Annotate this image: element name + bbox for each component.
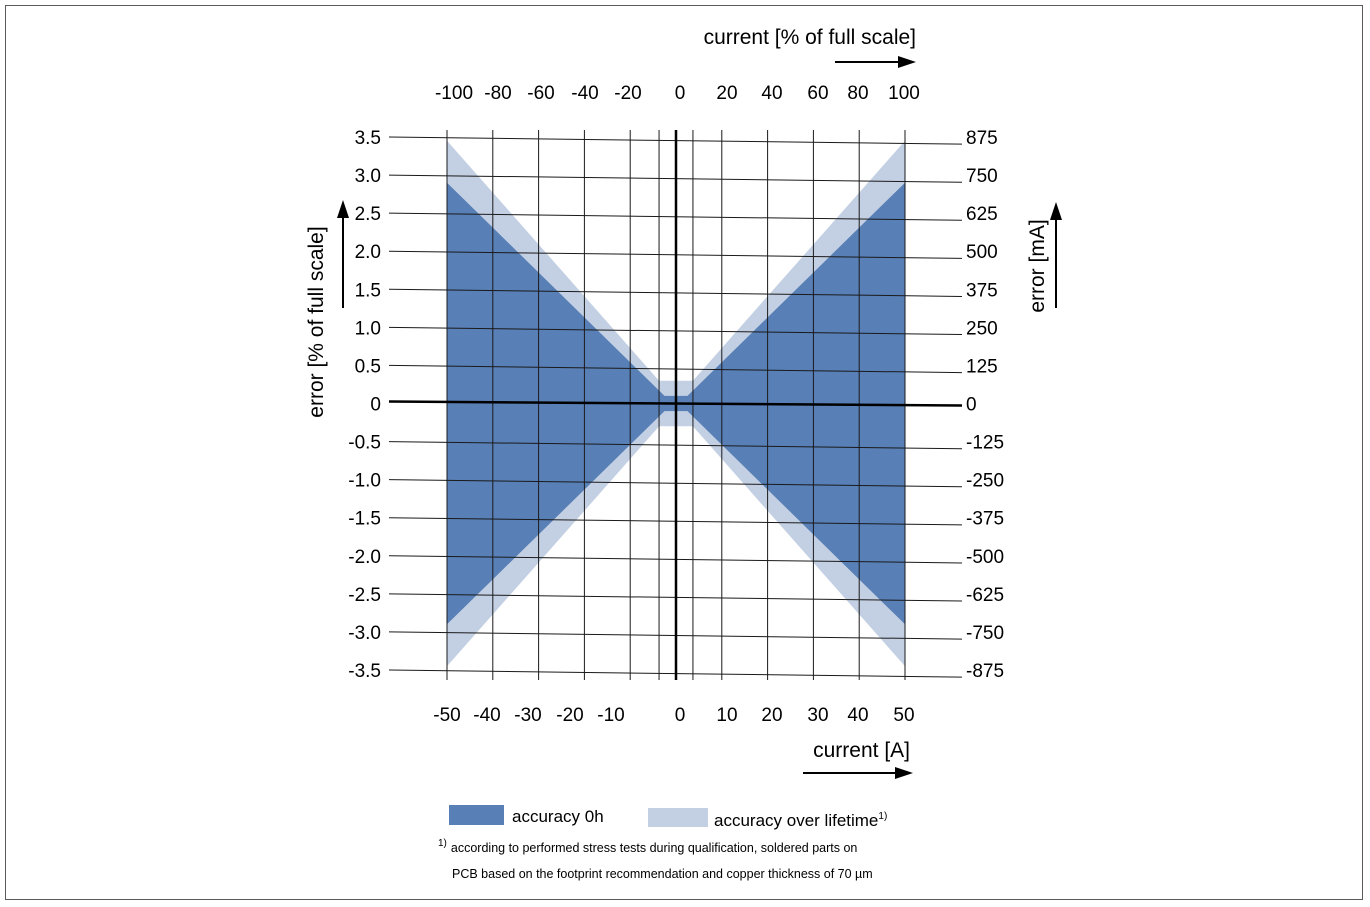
top-tick-label: 40 xyxy=(761,83,782,104)
top-tick-label: -60 xyxy=(527,83,554,104)
right-tick-label: 375 xyxy=(966,280,998,301)
right-tick-label: 125 xyxy=(966,356,998,377)
right-tick-label: -750 xyxy=(966,623,1004,644)
legend-label-accuracy-0h: accuracy 0h xyxy=(512,807,604,826)
top-tick-label: 20 xyxy=(716,83,737,104)
axes-layer: -50 -40 -30 -20 -10 0 10 20 30 40 50-100 -80 -60 -40-… xyxy=(348,83,1004,726)
figure-frame xyxy=(5,5,1363,900)
bottom-tick-label: -40 xyxy=(473,705,500,726)
top-tick-label: -20 xyxy=(614,83,641,104)
left-tick-label: -2.5 xyxy=(348,585,381,606)
left-tick-label: -0.5 xyxy=(348,433,381,454)
left-tick-label: 0 xyxy=(370,395,381,416)
left-axis-title: error [% of full scale] xyxy=(305,226,328,417)
left-tick-label: 0.5 xyxy=(355,356,381,377)
top-tick-label: -100 xyxy=(435,83,473,104)
left-axis-arrow xyxy=(337,200,349,308)
right-tick-label: 750 xyxy=(966,166,998,187)
legend-swatch-accuracy-0h xyxy=(449,805,504,825)
right-tick-label: -500 xyxy=(966,547,1004,568)
left-tick-label: 2.5 xyxy=(355,204,381,225)
left-tick-label: -1.0 xyxy=(348,471,381,492)
left-tick-label: -3.0 xyxy=(348,623,381,644)
bottom-tick-label: 30 xyxy=(807,705,828,726)
right-axis-arrow xyxy=(1050,202,1062,308)
top-tick-label: 100 xyxy=(888,83,920,104)
legend-label-accuracy-lifetime: accuracy over lifetime1) xyxy=(714,811,887,830)
left-tick-label: 1.5 xyxy=(355,280,381,301)
left-tick-label: 3.0 xyxy=(355,166,381,187)
top-axis-title: current [% of full scale] xyxy=(704,26,916,49)
top-tick-label: -40 xyxy=(571,83,598,104)
bottom-tick-label: 20 xyxy=(761,705,782,726)
left-tick-label: 3.5 xyxy=(355,128,381,149)
right-tick-label: -875 xyxy=(966,661,1004,682)
bottom-tick-label: 0 xyxy=(675,705,686,726)
right-tick-label: 0 xyxy=(966,395,977,416)
right-tick-label: -625 xyxy=(966,585,1004,606)
bottom-tick-label: -50 xyxy=(433,705,460,726)
bottom-tick-label: 10 xyxy=(716,705,737,726)
footnote-line-1: 1) according to performed stress tests du… xyxy=(438,838,857,855)
top-tick-label: -80 xyxy=(484,83,511,104)
right-axis-title: error [mA] xyxy=(1026,219,1049,312)
left-tick-label: -1.5 xyxy=(348,509,381,530)
bottom-tick-label: -20 xyxy=(556,705,583,726)
bottom-axis-arrow xyxy=(803,767,913,779)
right-tick-label: 875 xyxy=(966,128,998,149)
footnote-line-2: PCB based on the footprint recommendatio… xyxy=(452,867,873,881)
left-tick-label: -3.5 xyxy=(348,661,381,682)
left-tick-label: -2.0 xyxy=(348,547,381,568)
top-tick-label: 60 xyxy=(807,83,828,104)
left-tick-label: 2.0 xyxy=(355,242,381,263)
bottom-axis-title: current [A] xyxy=(813,739,910,762)
right-tick-label: 625 xyxy=(966,204,998,225)
bottom-tick-label: -10 xyxy=(597,705,624,726)
right-tick-label: -375 xyxy=(966,509,1004,530)
bottom-tick-label: 40 xyxy=(847,705,868,726)
top-tick-label: 80 xyxy=(847,83,868,104)
bottom-tick-label: -30 xyxy=(514,705,541,726)
top-tick-label: 0 xyxy=(675,83,686,104)
top-axis-arrow xyxy=(835,56,916,68)
left-tick-label: 1.0 xyxy=(355,318,381,339)
right-tick-label: -125 xyxy=(966,433,1004,454)
right-tick-label: -250 xyxy=(966,471,1004,492)
legend-swatch-accuracy-lifetime xyxy=(648,808,708,827)
bottom-tick-label: 50 xyxy=(893,705,914,726)
right-tick-label: 500 xyxy=(966,242,998,263)
right-tick-label: 250 xyxy=(966,318,998,339)
